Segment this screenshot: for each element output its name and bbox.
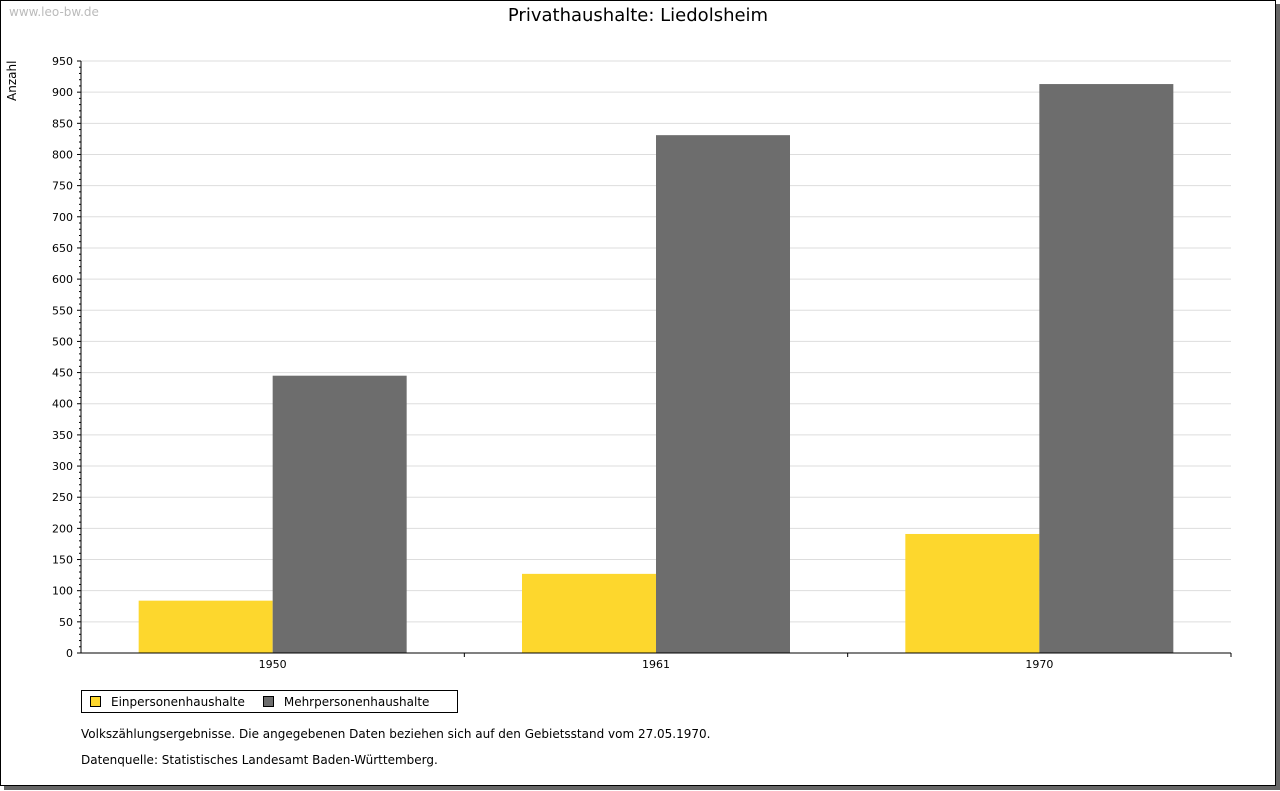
y-tick-label: 700 (52, 211, 73, 224)
y-tick-label: 250 (52, 491, 73, 504)
y-tick-label: 150 (52, 554, 73, 567)
y-tick-label: 500 (52, 335, 73, 348)
bar-einpersonenhaushalte-1961 (522, 573, 656, 653)
y-tick-label: 600 (52, 273, 73, 286)
y-tick-label: 100 (52, 585, 73, 598)
chart-title: Privathaushalte: Liedolsheim (507, 5, 769, 26)
plot-area: 0 50 100 150 200 250 300 350 400 450 500 550 600 650 7… (52, 55, 1232, 671)
bar-mehrpersonenhaushalte-1970 (1039, 84, 1174, 654)
y-tick-label: 650 (52, 242, 73, 255)
y-tick-label: 800 (52, 148, 73, 161)
watermark: www.leo-bw.de (9, 5, 99, 19)
bar-einpersonenhaushalte-1970 (905, 533, 1040, 653)
y-tick-label: 300 (52, 460, 73, 473)
x-tick-label: 1970 (1025, 658, 1053, 671)
x-tick-label: 1950 (259, 658, 287, 671)
y-tick-label: 50 (59, 616, 73, 629)
y-tick-label: 400 (52, 398, 73, 411)
legend-label: Einpersonenhaushalte (111, 694, 245, 709)
y-tick-label: 900 (52, 86, 73, 99)
y-tick-label: 950 (52, 55, 73, 68)
note-source: Datenquelle: Statistisches Landesamt Bad… (81, 753, 438, 767)
bar-mehrpersonenhaushalte-1950 (272, 375, 407, 653)
legend-swatch (90, 696, 101, 707)
y-tick-label: 750 (52, 180, 73, 193)
legend-swatch (262, 696, 274, 707)
y-tick-label: 350 (52, 429, 73, 442)
x-tick-label: 1961 (642, 658, 670, 671)
y-tick-label: 200 (52, 522, 73, 535)
bar-einpersonenhaushalte-1950 (138, 600, 273, 653)
y-tick-label: 450 (52, 367, 73, 380)
y-tick-label: 850 (52, 117, 73, 130)
y-tick-label: 0 (66, 647, 73, 660)
legend-label: Mehrpersonenhaushalte (283, 694, 430, 709)
legend-item: Einpersonenhaushalte (90, 695, 245, 709)
legend-item: Mehrpersonenhaushalte (262, 694, 430, 709)
note-census: Volkszählungsergebnisse. Die angegebenen… (81, 727, 711, 741)
y-tick-label: 550 (52, 304, 73, 317)
legend: Einpersonenhaushalte Mehrpersonenhaushal… (81, 690, 459, 713)
bar-mehrpersonenhaushalte-1961 (656, 135, 790, 654)
